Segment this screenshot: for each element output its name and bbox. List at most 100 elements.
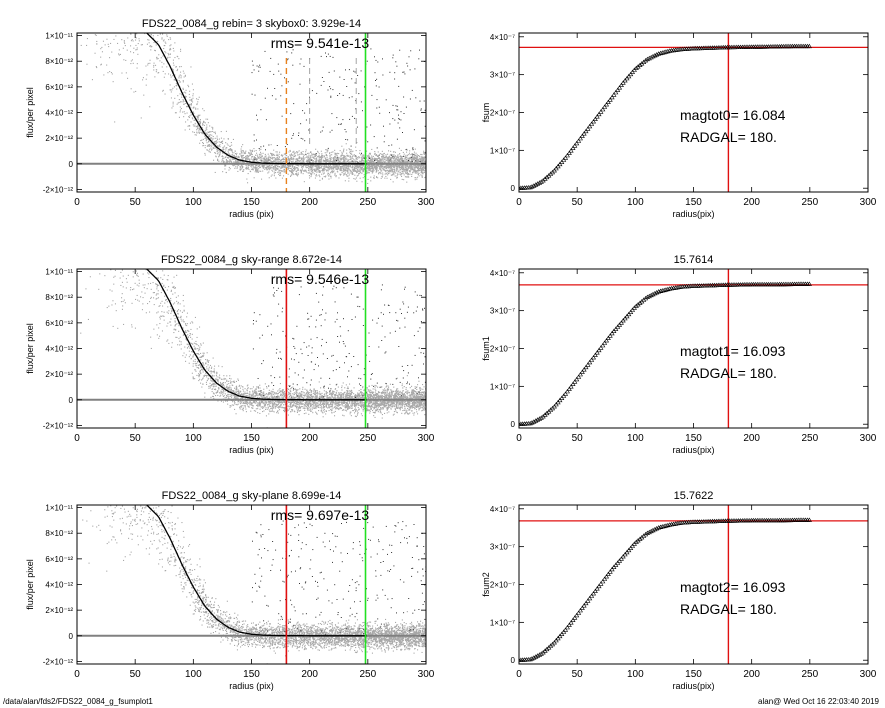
y-tick-label: 3×10⁻⁷ [490,71,515,80]
rms-label: rms= 9.697e-13 [271,507,370,523]
footer-user-timestamp: alan@ Wed Oct 16 22:03:40 2019 [758,697,879,706]
panel-4: 15.7614 magtot1= 16.093 RADGAL= 180. 0 50 100… [481,254,877,455]
mean-profile-line [146,505,367,637]
y-axis-label: flux/per pixel [25,323,35,374]
x-tick-label: 50 [130,433,142,444]
x-tick-label: 300 [418,197,435,208]
x-tick-label: 250 [359,197,376,208]
mean-profile-line [146,269,367,401]
y-tick-label: 3×10⁻⁷ [490,543,515,552]
y-tick-label: 0 [511,656,516,665]
radgal-label: RADGAL= 180. [680,129,777,145]
x-tick-label: 150 [243,433,260,444]
x-tick-label: 250 [801,197,818,208]
y-tick-label: 6×10⁻¹² [45,83,73,92]
x-tick-label: 0 [516,433,522,444]
growth-curve-markers [519,517,812,662]
magtot-label: magtot1= 16.093 [680,343,786,359]
y-tick-label: 3×10⁻⁷ [490,307,515,316]
x-tick-label: 200 [301,433,318,444]
y-tick-label: 4×10⁻¹² [45,109,73,118]
x-tick-label: 50 [572,197,584,208]
y-tick-label: -2×10⁻¹² [43,657,74,666]
x-tick-label: 200 [301,669,318,680]
radgal-label: RADGAL= 180. [680,601,777,617]
y-tick-label: 1×10⁻⁷ [490,382,515,391]
x-tick-label: 100 [627,197,644,208]
growth-curve-markers [519,281,812,426]
y-tick-label: -2×10⁻¹² [43,421,74,430]
x-tick-label: 150 [243,197,260,208]
y-tick-label: 4×10⁻⁷ [490,269,515,278]
x-axis-label: radius(pix) [672,209,714,219]
footer-file-path: /data/alan/fds2/FDS22_0084_g_fsumplot1 [3,697,153,706]
y-axis-label: flux/per pixel [25,87,35,138]
plot-area [77,505,426,664]
panel-2: magtot0= 16.084 RADGAL= 180. 0 50 100 150 200 2… [481,32,877,219]
x-tick-label: 150 [243,669,260,680]
chart-title: FDS22_0084_g sky-plane 8.699e-14 [162,490,342,502]
x-tick-label: 50 [572,669,584,680]
y-tick-label: 4×10⁻¹² [45,345,73,354]
plot-area [519,33,868,192]
y-tick-label: 2×10⁻¹² [45,134,73,143]
plot-area [77,269,426,428]
chart-title: 15.7614 [674,254,714,266]
plot-area [519,505,868,664]
y-tick-label: 6×10⁻¹² [45,555,73,564]
y-tick-label: 2×10⁻¹² [45,370,73,379]
y-tick-label: 8×10⁻¹² [45,293,73,302]
x-tick-label: 0 [74,669,80,680]
x-tick-label: 250 [359,669,376,680]
x-tick-label: 300 [860,197,877,208]
y-tick-label: -2×10⁻¹² [43,185,74,194]
y-axis-label: fsum [481,103,491,123]
magtot-label: magtot0= 16.084 [680,107,786,123]
growth-curve-markers [519,43,812,190]
y-tick-label: 6×10⁻¹² [45,319,73,328]
panel-1: FDS22_0084_g rebin= 3 skybox0: 3.929e-14… [25,18,435,219]
x-tick-label: 100 [627,669,644,680]
chart-title: 15.7622 [674,490,714,502]
x-tick-label: 150 [685,197,702,208]
x-tick-label: 0 [516,197,522,208]
panel-6: 15.7622 magtot2= 16.093 RADGAL= 180. 0 50 100… [481,490,877,691]
x-tick-label: 200 [301,197,318,208]
x-tick-label: 100 [185,197,202,208]
y-tick-label: 2×10⁻⁷ [490,581,515,590]
x-axis-label: radius(pix) [672,445,714,455]
x-axis-label: radius(pix) [672,681,714,691]
y-axis-label: fsum2 [481,572,491,597]
x-tick-label: 100 [627,433,644,444]
x-tick-label: 50 [572,433,584,444]
y-tick-label: 0 [511,420,516,429]
x-tick-label: 200 [743,433,760,444]
x-tick-label: 100 [185,669,202,680]
plot-area [77,33,426,192]
chart-title: FDS22_0084_g rebin= 3 skybox0: 3.929e-14 [142,18,361,30]
chart-title: FDS22_0084_g sky-range 8.672e-14 [161,254,342,266]
y-tick-label: 4×10⁻⁷ [490,505,515,514]
x-tick-label: 0 [74,197,80,208]
y-tick-label: 0 [69,632,74,641]
scatter-points-outliers [252,284,426,401]
y-axis-label: flux/per pixel [25,559,35,610]
mean-profile-line [146,33,367,165]
x-axis-label: radius (pix) [229,209,274,219]
x-tick-label: 150 [685,433,702,444]
scatter-points [80,33,426,184]
x-tick-label: 250 [359,433,376,444]
x-tick-label: 200 [743,197,760,208]
x-tick-label: 150 [685,669,702,680]
x-axis-label: radius (pix) [229,445,274,455]
y-tick-label: 1×10⁻⁷ [490,146,515,155]
y-tick-label: 1×10⁻¹¹ [45,32,73,41]
plot-area [519,269,868,428]
x-tick-label: 0 [74,433,80,444]
x-tick-label: 300 [860,433,877,444]
x-tick-label: 250 [801,433,818,444]
y-tick-label: 2×10⁻⁷ [490,109,515,118]
x-tick-label: 0 [516,669,522,680]
y-tick-label: 1×10⁻⁷ [490,618,515,627]
